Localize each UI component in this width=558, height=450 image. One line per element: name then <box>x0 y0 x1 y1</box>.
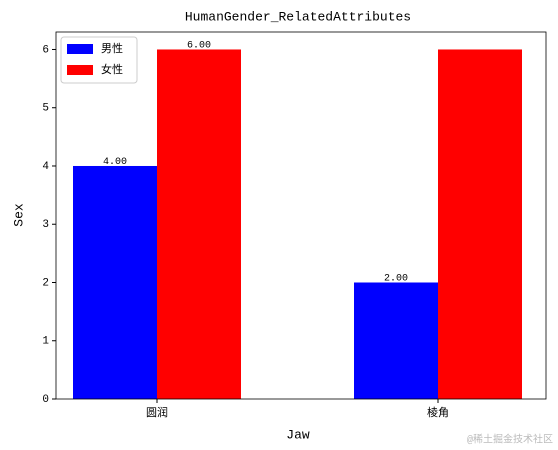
legend-label: 男性 <box>101 41 123 56</box>
y-tick-label: 2 <box>42 277 49 289</box>
bar <box>354 282 438 399</box>
value-label: 4.00 <box>103 157 127 168</box>
bar <box>73 165 157 399</box>
bar <box>438 49 522 399</box>
legend-swatch <box>67 65 93 75</box>
watermark: @稀土掘金技术社区 <box>467 433 553 447</box>
legend-box <box>60 36 138 84</box>
x-tick-label: 圆润 <box>146 405 168 420</box>
legend-swatch <box>67 44 93 54</box>
x-axis-label: Jaw <box>286 427 310 442</box>
legend-label: 女性 <box>101 62 123 77</box>
x-tick-label: 棱角 <box>427 406 449 420</box>
plot-frame <box>55 31 547 400</box>
chart-title: HumanGender_RelatedAttributes <box>185 9 411 24</box>
y-tick-label: 5 <box>42 103 49 115</box>
y-tick-label: 3 <box>42 219 49 231</box>
value-label: 6.00 <box>187 40 211 51</box>
y-tick-label: 6 <box>42 44 49 56</box>
value-label: 2.00 <box>384 273 408 284</box>
bar <box>157 49 241 399</box>
y-tick-label: 0 <box>42 394 49 406</box>
y-tick-label: 4 <box>42 161 49 173</box>
y-tick-label: 1 <box>42 336 49 348</box>
y-axis-label: Sex <box>11 203 26 227</box>
